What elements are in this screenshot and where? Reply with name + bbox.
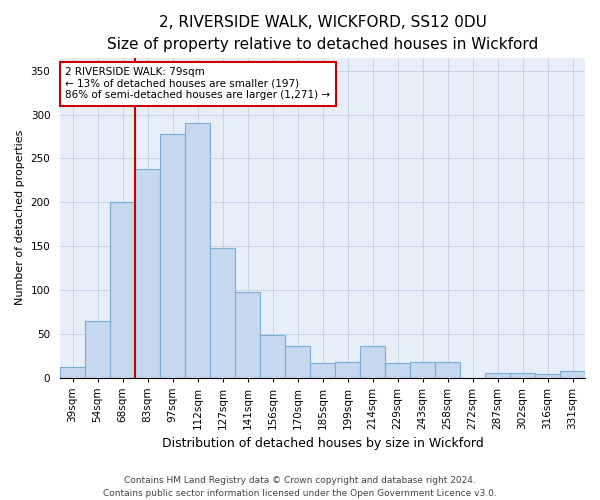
Bar (410, 362, 435, 378)
Bar (485, 373, 510, 378)
Bar (335, 362, 360, 378)
Bar (185, 124, 210, 378)
Text: 2 RIVERSIDE WALK: 79sqm
← 13% of detached houses are smaller (197)
86% of semi-d: 2 RIVERSIDE WALK: 79sqm ← 13% of detache… (65, 67, 331, 100)
Bar (435, 362, 460, 378)
Bar (310, 362, 335, 378)
Bar (210, 248, 235, 378)
Bar (235, 292, 260, 378)
Title: 2, RIVERSIDE WALK, WICKFORD, SS12 0DU
Size of property relative to detached hous: 2, RIVERSIDE WALK, WICKFORD, SS12 0DU Si… (107, 15, 538, 52)
Bar (285, 346, 310, 378)
Y-axis label: Number of detached properties: Number of detached properties (15, 130, 25, 305)
Text: Contains HM Land Registry data © Crown copyright and database right 2024.
Contai: Contains HM Land Registry data © Crown c… (103, 476, 497, 498)
Bar (160, 134, 185, 378)
Bar (360, 346, 385, 378)
Bar (385, 362, 410, 378)
X-axis label: Distribution of detached houses by size in Wickford: Distribution of detached houses by size … (161, 437, 484, 450)
Bar (110, 202, 135, 378)
Bar (535, 374, 560, 378)
Bar (260, 334, 285, 378)
Bar (510, 373, 535, 378)
Bar (135, 169, 160, 378)
Bar (560, 372, 585, 378)
Bar (85, 320, 110, 378)
Bar (60, 367, 85, 378)
